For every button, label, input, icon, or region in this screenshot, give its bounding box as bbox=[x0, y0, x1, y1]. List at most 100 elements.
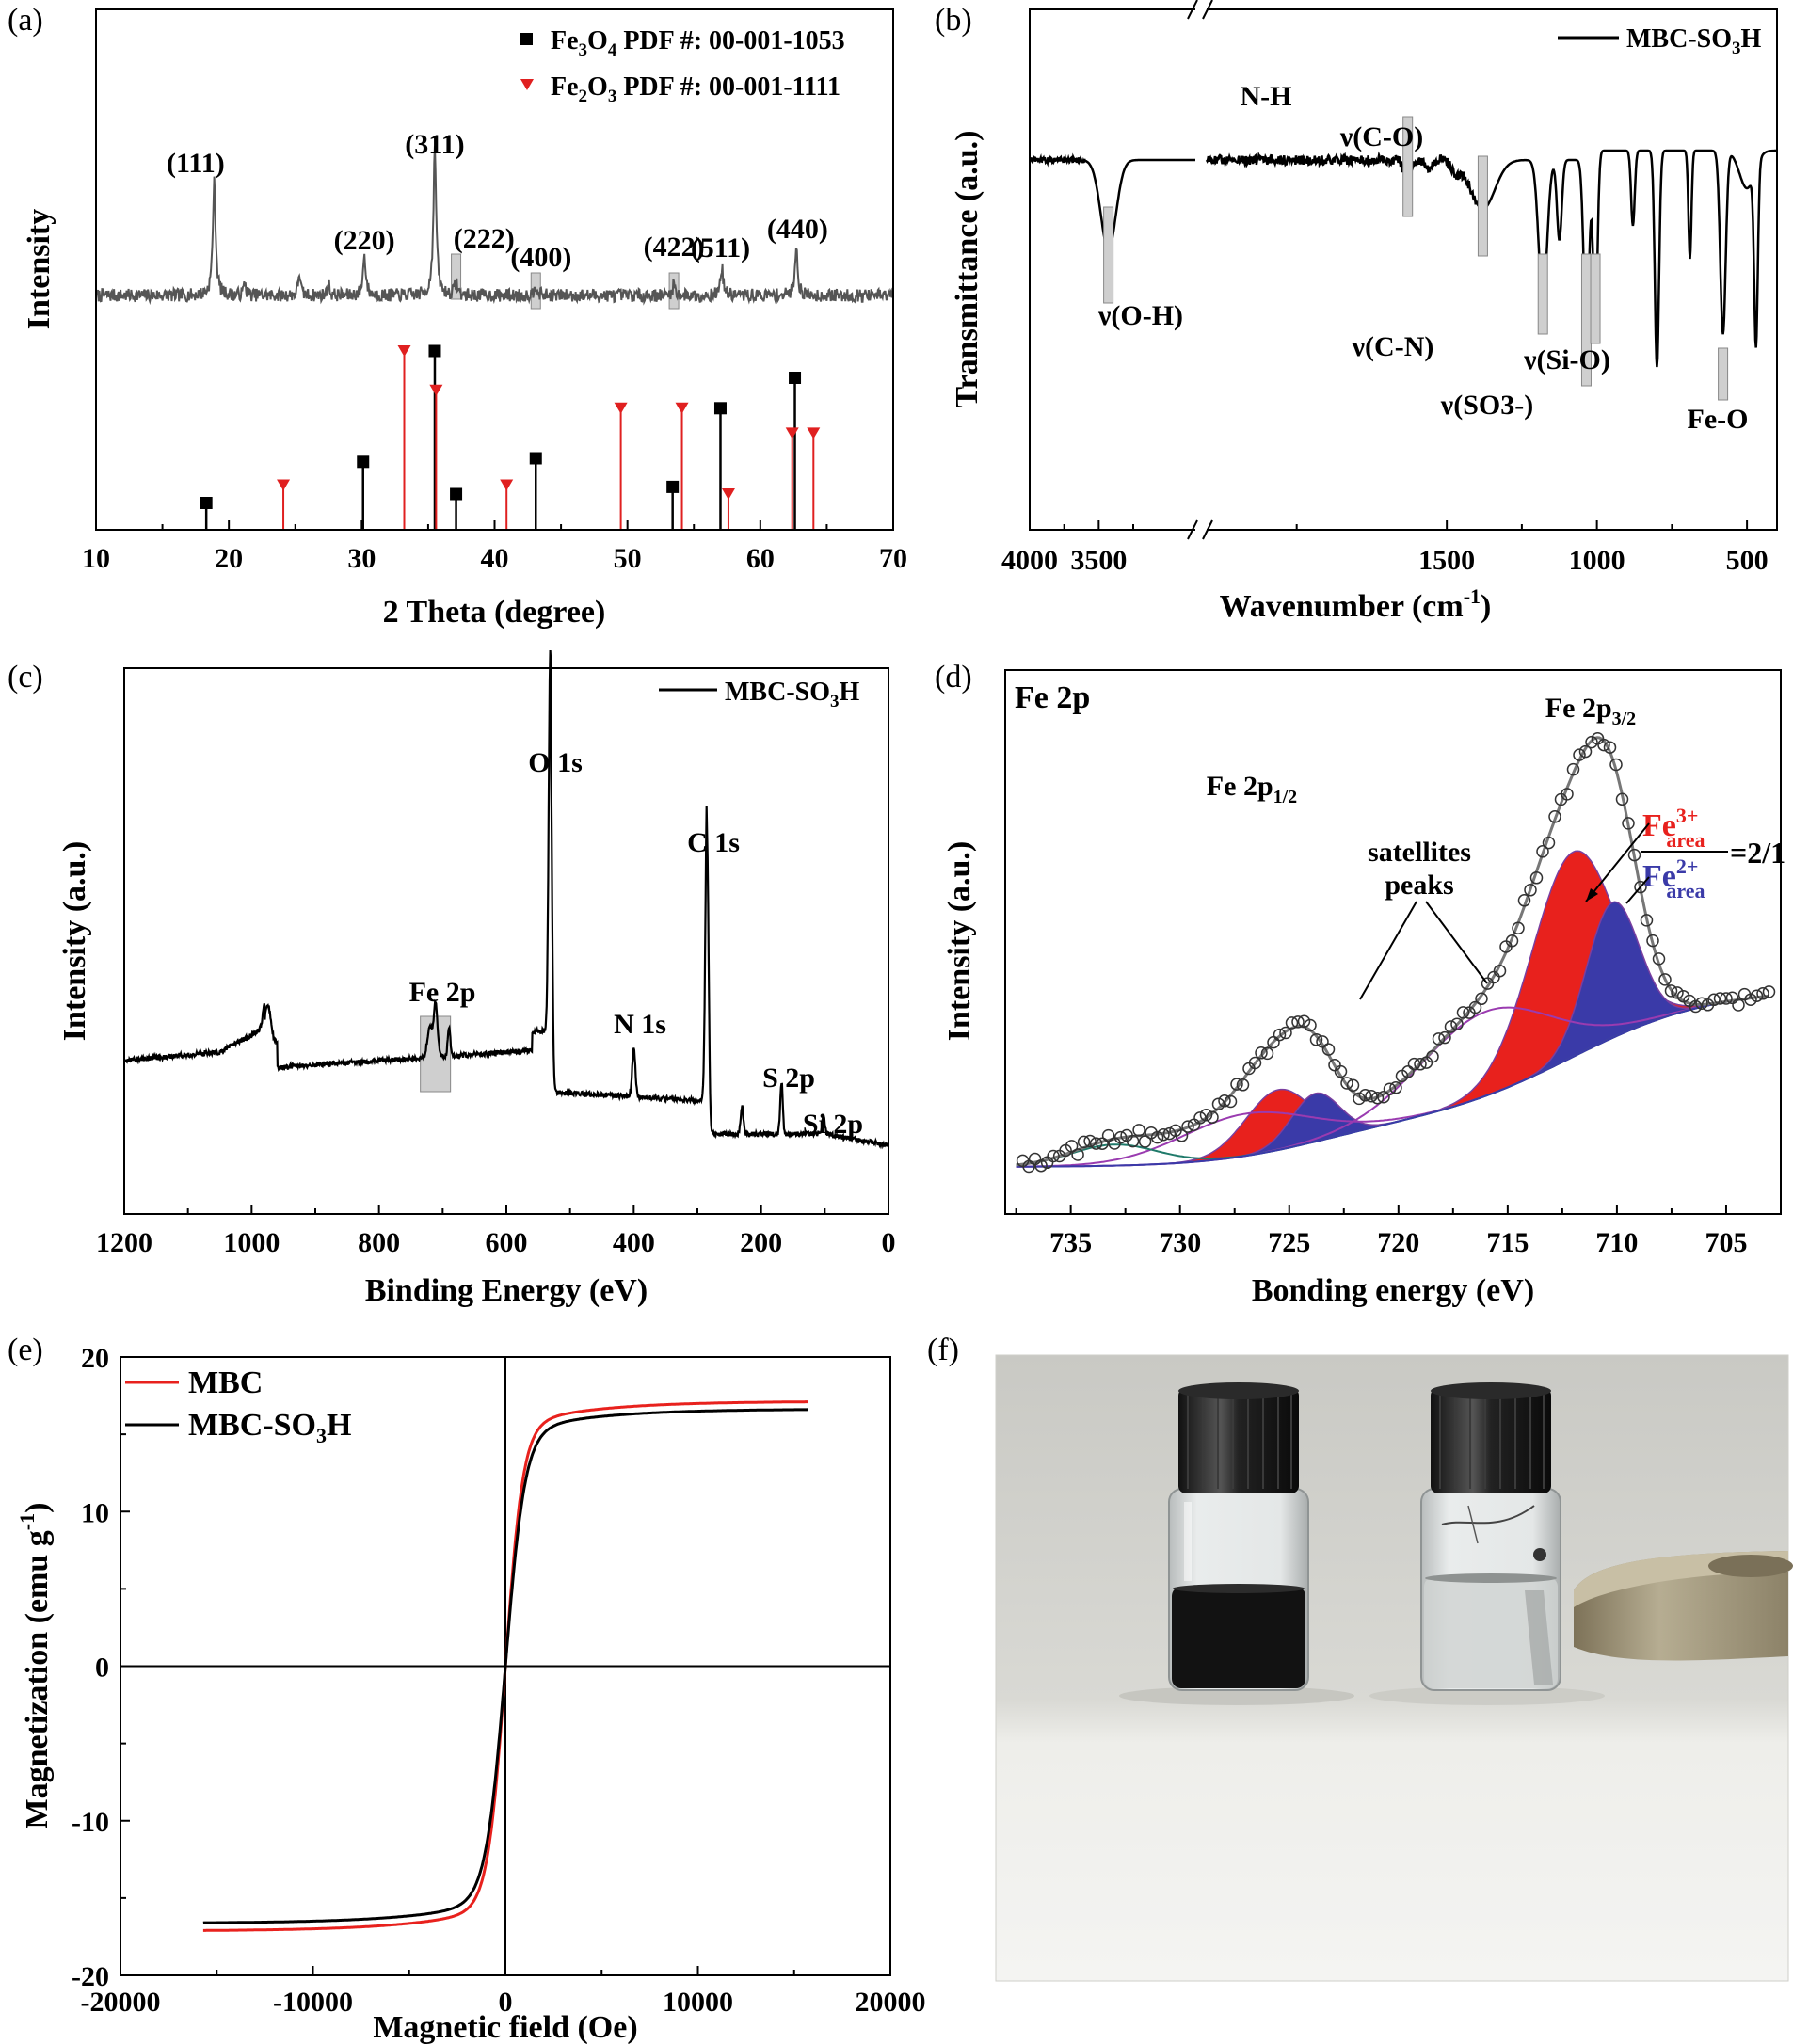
fit-envelope-line bbox=[1016, 736, 1769, 1167]
raw-data-point bbox=[1566, 762, 1580, 776]
panel-a-label: (a) bbox=[8, 3, 43, 38]
xrd-pattern-line bbox=[95, 145, 894, 306]
raw-data-point bbox=[1260, 1046, 1274, 1061]
magnetization-curve bbox=[202, 1408, 808, 1924]
panel-b-ylabel: Transmittance (a.u.) bbox=[950, 131, 985, 408]
raw-data-point bbox=[1126, 1134, 1140, 1148]
raw-data-point bbox=[1211, 1097, 1225, 1110]
panel-e-xlabel: Magnetic field (Oe) bbox=[373, 2010, 637, 2044]
satellite-arrow bbox=[1425, 901, 1488, 984]
fe3o4-marker bbox=[357, 455, 370, 469]
fit-component-line bbox=[1016, 901, 1769, 1168]
raw-data-point bbox=[1077, 1135, 1091, 1149]
fe3o4-marker bbox=[529, 452, 542, 465]
x-tick-label: -20000 bbox=[81, 1987, 161, 2018]
raw-data-point bbox=[1138, 1135, 1152, 1148]
x-tick-label: 705 bbox=[1705, 1227, 1747, 1258]
fe2o3-marker bbox=[721, 488, 735, 500]
raw-data-point bbox=[1248, 1056, 1262, 1070]
miller-index-label: (400) bbox=[510, 242, 571, 273]
raw-data-point bbox=[1353, 1092, 1366, 1106]
band-label: ν(SO3-) bbox=[1440, 390, 1533, 421]
raw-data-point bbox=[1573, 748, 1586, 761]
satellite-arrow bbox=[1359, 901, 1417, 1000]
fe3o4-marker bbox=[666, 480, 680, 493]
raw-data-point bbox=[1034, 1158, 1048, 1173]
band-highlight-box bbox=[1477, 155, 1488, 257]
panel-a-ylabel: Intensity bbox=[22, 209, 56, 329]
panel-d-label: (d) bbox=[935, 660, 972, 695]
raw-data-point bbox=[1157, 1127, 1170, 1142]
raw-data-point bbox=[1529, 871, 1544, 885]
panel-c-label: (c) bbox=[8, 660, 43, 695]
fe2p32-label: Fe 2p3/2 bbox=[1545, 693, 1636, 729]
fe2o3-marker bbox=[429, 384, 443, 396]
raw-data-point bbox=[1750, 989, 1764, 1002]
fe3o4-marker bbox=[428, 344, 441, 358]
x-tick-label: 20000 bbox=[856, 1987, 926, 2018]
panel-c-ylabel: Intensity (a.u.) bbox=[57, 841, 92, 1042]
raw-data-point bbox=[1652, 952, 1666, 966]
fe3-arrow bbox=[1585, 822, 1650, 902]
legend-mbc-so3h: MBC-SO3H bbox=[1626, 24, 1762, 58]
panel-b-ftir: (b) 4000 3500 1500 1000 500 ν(O-H) N-H ν(C-O) ν(… bbox=[935, 0, 1778, 624]
raw-data-point bbox=[1113, 1130, 1128, 1144]
x-tick-label: 70 bbox=[879, 543, 907, 574]
raw-data-point bbox=[1309, 1033, 1323, 1046]
raw-data-point bbox=[1316, 1035, 1329, 1048]
raw-data-point bbox=[1401, 1065, 1415, 1078]
x-tick-label: 400 bbox=[613, 1227, 655, 1258]
fe3-arrowhead bbox=[1586, 888, 1598, 902]
fe2o3-marker bbox=[397, 345, 411, 357]
raw-data-point bbox=[1512, 921, 1525, 935]
raw-data-point bbox=[1065, 1140, 1079, 1153]
raw-data-point bbox=[1304, 1018, 1317, 1032]
raw-data-point bbox=[1377, 1090, 1390, 1104]
panel-a-legend: Fe3O4 PDF #: 00-001-1053 Fe2O3 PDF #: 00… bbox=[520, 26, 845, 106]
raw-data-point bbox=[1365, 1089, 1378, 1103]
raw-data-point bbox=[1732, 998, 1745, 1012]
raw-data-point bbox=[1561, 788, 1574, 801]
fe2p12-label: Fe 2p1/2 bbox=[1207, 771, 1297, 807]
raw-data-point bbox=[1646, 934, 1659, 948]
raw-data-point bbox=[1407, 1057, 1421, 1071]
xps-survey-line bbox=[123, 649, 889, 1150]
fit-component-area bbox=[1016, 851, 1769, 1167]
miller-index-label: (111) bbox=[167, 148, 225, 179]
raw-data-point bbox=[1536, 845, 1549, 858]
x-tick-label: 715 bbox=[1486, 1227, 1529, 1258]
raw-data-point bbox=[1671, 986, 1684, 999]
fe2o3-marker bbox=[500, 479, 514, 491]
raw-data-point bbox=[1089, 1137, 1103, 1150]
peak-label: C 1s bbox=[687, 827, 740, 858]
raw-data-point bbox=[1597, 738, 1610, 752]
raw-data-point bbox=[1640, 914, 1654, 927]
raw-data-point bbox=[1744, 993, 1757, 1006]
panel-e-legend: MBC MBC-SO3H bbox=[125, 1365, 351, 1447]
fe3o4-marker bbox=[713, 402, 727, 415]
raw-data-point bbox=[1101, 1128, 1115, 1142]
x-tick-label: 1000 bbox=[223, 1227, 280, 1258]
raw-data-point bbox=[1340, 1077, 1353, 1090]
band-label: Fe-O bbox=[1688, 404, 1749, 435]
miller-index-label: (440) bbox=[767, 214, 828, 245]
raw-data-point bbox=[1047, 1149, 1060, 1163]
raw-data-point bbox=[1230, 1078, 1243, 1091]
panel-a-xrd: (a) 10 20 30 40 50 60 70(111)(220)(311)(222)(4… bbox=[8, 3, 907, 630]
raw-data-point bbox=[1585, 735, 1598, 749]
raw-data-point bbox=[1267, 1035, 1280, 1049]
raw-data-point bbox=[1285, 1016, 1299, 1030]
x-tick-label: 720 bbox=[1377, 1227, 1419, 1258]
raw-data-point bbox=[1756, 987, 1769, 1000]
raw-data-point bbox=[1383, 1082, 1397, 1095]
raw-data-point bbox=[1255, 1046, 1268, 1060]
raw-data-point bbox=[1193, 1111, 1207, 1125]
x-tick-label: 1000 bbox=[1569, 545, 1625, 576]
x-tick-label: 725 bbox=[1268, 1227, 1310, 1258]
band-label: ν(C-N) bbox=[1352, 331, 1434, 362]
x-tick-label: 600 bbox=[486, 1227, 528, 1258]
raw-data-point bbox=[1615, 792, 1629, 806]
x-tick-label: 710 bbox=[1595, 1227, 1638, 1258]
x-tick-label: 200 bbox=[740, 1227, 782, 1258]
miller-index-label: (311) bbox=[405, 129, 464, 160]
